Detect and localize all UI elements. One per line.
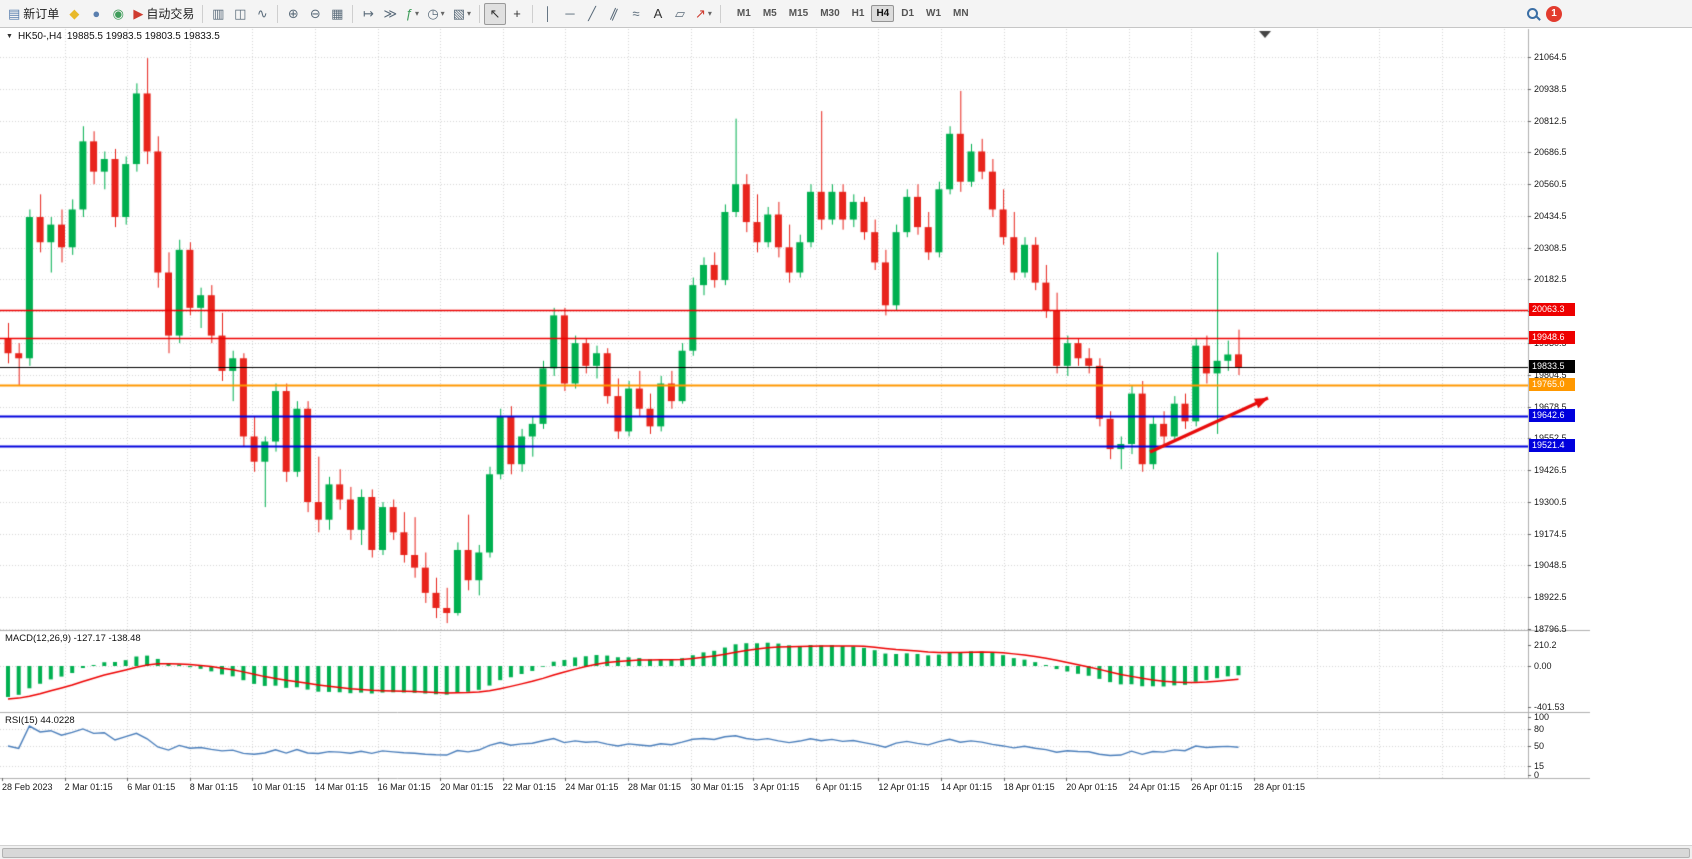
fibonacci-button[interactable]: ≈	[625, 3, 647, 25]
chevron-down-icon[interactable]: ▾	[440, 9, 445, 18]
autotrading-button[interactable]: ▶ 自动交易	[129, 3, 198, 25]
rsi-indicator-label: RSI(15) 44.0228	[5, 715, 75, 726]
candlestick-chart-icon: ◫	[234, 6, 247, 21]
notification-badge[interactable]: 1	[1546, 5, 1562, 22]
market-watch-button[interactable]: ◆	[63, 3, 85, 25]
vertical-line-icon: │	[543, 6, 553, 21]
arrows-button[interactable]: ↗ ▾	[691, 3, 716, 25]
toolbar-separator	[277, 4, 279, 23]
auto-scroll-icon: ≫	[383, 6, 398, 21]
zoom-out-button[interactable]: ⊖	[304, 3, 326, 25]
timeframe-h1-button[interactable]: H1	[851, 8, 865, 19]
cursor-button[interactable]: ↖	[484, 2, 506, 25]
periods-button[interactable]: ◷ ▾	[423, 3, 448, 25]
scrollbar-thumb[interactable]	[2, 848, 1690, 858]
toolbar-separator	[352, 4, 354, 23]
collapse-triangle-icon[interactable]: ▼	[6, 33, 13, 40]
timeframe-w1-button[interactable]: W1	[926, 8, 942, 19]
equidistant-channel-icon: ∥	[607, 5, 621, 22]
toolbar-separator	[719, 4, 721, 23]
cursor-icon: ↖	[489, 6, 501, 21]
macd-indicator-label: MACD(12,26,9) -127.17 -138.48	[5, 633, 141, 644]
support-icon: ◉	[112, 6, 124, 21]
timeframe-m1-button[interactable]: M1	[736, 8, 751, 19]
templates-icon: ▧	[452, 6, 465, 21]
text-label-button[interactable]: ▱	[669, 3, 691, 25]
new-order-button[interactable]: ▤ 新订单	[4, 3, 63, 25]
toolbar-separator	[532, 4, 533, 23]
timeframe-m30-button[interactable]: M30	[820, 8, 840, 19]
autotrading-label: 自动交易	[146, 7, 195, 21]
zoom-out-icon: ⊖	[309, 6, 321, 21]
line-chart-icon: ∿	[256, 6, 268, 21]
crosshair-button[interactable]: +	[506, 3, 528, 25]
fibonacci-icon: ≈	[632, 6, 640, 21]
horizontal-line-icon: ─	[565, 6, 575, 21]
profile-button[interactable]: ●	[85, 3, 107, 25]
vertical-line-button[interactable]: │	[537, 3, 559, 25]
zoom-in-icon: ⊕	[287, 6, 299, 21]
chevron-down-icon[interactable]: ▾	[466, 9, 471, 18]
chevron-down-icon[interactable]: ▾	[414, 9, 419, 18]
toolbar-separator	[202, 4, 204, 23]
market-watch-icon: ◆	[69, 6, 80, 21]
timeframe-h4-button[interactable]: H4	[871, 5, 895, 22]
line-chart-button[interactable]: ∿	[251, 3, 273, 25]
toolbar: ▤ 新订单 ◆ ● ◉ ▶ 自动交易 ▥ ◫ ∿ ⊕ ⊖ ▦ ↦ ≫ ƒ ▾ ◷ ▾ ▧ ▾ ↖ + │ ─ ╱ ∥ ≈ A ▱ ↗ ▾ M1…	[0, 0, 1692, 28]
text-icon: A	[653, 6, 663, 21]
bar-chart-icon: ▥	[212, 6, 225, 21]
auto-scroll-button[interactable]: ≫	[379, 3, 401, 25]
indicators-button[interactable]: ƒ ▾	[401, 3, 423, 25]
text-button[interactable]: A	[647, 3, 669, 25]
equidistant-channel-button[interactable]: ∥	[603, 3, 625, 25]
zoom-in-button[interactable]: ⊕	[282, 3, 304, 25]
toolbar-right-group: 1	[1527, 5, 1562, 22]
text-label-icon: ▱	[675, 6, 685, 21]
periods-icon: ◷	[427, 6, 439, 21]
ohlc-readout: 19885.5 19983.5 19803.5 19833.5	[66, 31, 220, 42]
timeframe-mn-button[interactable]: MN	[953, 8, 969, 19]
profile-icon: ●	[92, 6, 101, 21]
horizontal-line-button[interactable]: ─	[559, 3, 581, 25]
trendline-button[interactable]: ╱	[581, 3, 603, 25]
timeframe-m5-button[interactable]: M5	[762, 8, 777, 19]
autotrading-icon: ▶	[133, 6, 144, 21]
chevron-down-icon[interactable]: ▾	[707, 9, 712, 18]
chart-header: ▼ HK50-,H4 19885.5 19983.5 19803.5 19833…	[6, 31, 220, 42]
bar-chart-button[interactable]: ▥	[207, 3, 229, 25]
symbol-period-label: HK50-,H4	[17, 31, 62, 42]
new-order-label: 新订单	[23, 7, 60, 21]
timeframe-m15-button[interactable]: M15	[788, 8, 809, 19]
horizontal-scrollbar[interactable]	[0, 845, 1692, 859]
trendline-icon: ╱	[588, 6, 596, 21]
tile-windows-button[interactable]: ▦	[326, 3, 348, 25]
timeframe-d1-button[interactable]: D1	[901, 8, 915, 19]
support-button[interactable]: ◉	[107, 3, 129, 25]
new-order-icon: ▤	[8, 6, 21, 21]
templates-button[interactable]: ▧ ▾	[449, 3, 475, 25]
chart-shift-icon: ↦	[362, 6, 374, 21]
crosshair-icon: +	[513, 6, 521, 21]
candlestick-chart-button[interactable]: ◫	[229, 3, 251, 25]
indicators-icon: ƒ	[405, 6, 413, 21]
chart-shift-button[interactable]: ↦	[357, 3, 379, 25]
arrows-icon: ↗	[695, 6, 706, 21]
toolbar-button-group: ▤ 新订单 ◆ ● ◉ ▶ 自动交易 ▥ ◫ ∿ ⊕ ⊖ ▦ ↦ ≫ ƒ ▾ ◷ ▾ ▧ ▾ ↖ + │ ─ ╱ ∥ ≈ A ▱ ↗ ▾	[4, 0, 725, 27]
timeframe-button-group: M1 M5 M15 M30 H1 H4 D1 W1 MN	[731, 5, 975, 22]
tile-windows-icon: ▦	[331, 6, 344, 21]
toolbar-separator	[479, 4, 480, 23]
search-icon[interactable]	[1527, 8, 1538, 19]
